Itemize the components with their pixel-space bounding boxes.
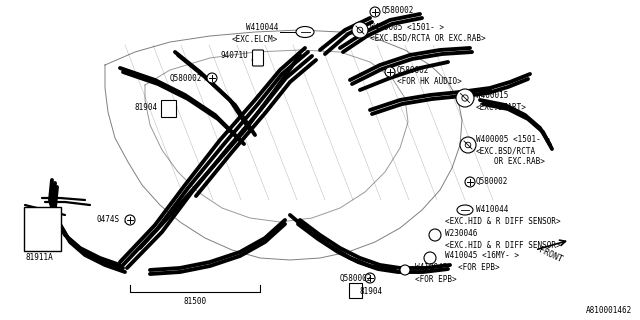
FancyBboxPatch shape	[161, 100, 175, 116]
Text: 81500: 81500	[184, 298, 207, 307]
Text: <EXC.BSD/RCTA OR EXC.RAB>: <EXC.BSD/RCTA OR EXC.RAB>	[370, 34, 486, 43]
Text: <EXC.HID & R DIFF SENSOR>: <EXC.HID & R DIFF SENSOR>	[445, 241, 561, 250]
Circle shape	[385, 67, 395, 77]
FancyBboxPatch shape	[349, 283, 362, 298]
FancyBboxPatch shape	[253, 50, 264, 66]
Text: OR EXC.RAB>: OR EXC.RAB>	[494, 157, 545, 166]
Text: A810001462: A810001462	[586, 306, 632, 315]
Text: 0474S: 0474S	[97, 215, 120, 225]
Text: <EXC.ELCM>: <EXC.ELCM>	[232, 35, 278, 44]
Text: <EXC.SMART>: <EXC.SMART>	[476, 102, 527, 111]
Text: 81904: 81904	[135, 103, 158, 113]
Text: Q580002: Q580002	[170, 74, 202, 83]
Text: Q580002: Q580002	[476, 177, 508, 186]
Text: W410044: W410044	[476, 204, 508, 213]
Text: W410045: W410045	[415, 263, 447, 273]
Circle shape	[370, 7, 380, 17]
Text: <EXC.HID & R DIFF SENSOR>: <EXC.HID & R DIFF SENSOR>	[445, 217, 561, 226]
Circle shape	[352, 22, 368, 38]
Circle shape	[357, 27, 363, 33]
Text: 81904: 81904	[360, 287, 383, 297]
Ellipse shape	[457, 205, 473, 215]
Ellipse shape	[296, 27, 314, 37]
Circle shape	[400, 265, 410, 275]
Text: Q580002: Q580002	[397, 66, 429, 75]
Circle shape	[462, 95, 468, 101]
Text: 94071U: 94071U	[220, 52, 248, 60]
Circle shape	[424, 252, 436, 264]
FancyBboxPatch shape	[24, 207, 61, 251]
Circle shape	[125, 215, 135, 225]
Text: <FOR HK AUDIO>: <FOR HK AUDIO>	[397, 76, 461, 85]
Circle shape	[456, 89, 474, 107]
Text: W410045 <16MY- >: W410045 <16MY- >	[445, 252, 519, 260]
Circle shape	[429, 229, 441, 241]
Circle shape	[465, 142, 471, 148]
Circle shape	[365, 273, 375, 283]
Text: <EXC.BSD/RCTA: <EXC.BSD/RCTA	[476, 147, 536, 156]
Text: 81911A: 81911A	[26, 253, 54, 262]
Text: W230046: W230046	[445, 229, 477, 238]
Text: Q580002: Q580002	[340, 274, 372, 283]
Circle shape	[460, 137, 476, 153]
Circle shape	[207, 73, 217, 83]
Text: W400005 <1501- >: W400005 <1501- >	[476, 135, 550, 145]
Text: W400015: W400015	[476, 92, 508, 100]
Text: W400005 <1501- >: W400005 <1501- >	[370, 22, 444, 31]
Text: FRONT: FRONT	[537, 245, 563, 264]
Circle shape	[465, 177, 475, 187]
Text: <FOR EPB>: <FOR EPB>	[415, 275, 456, 284]
Text: W410044: W410044	[246, 23, 278, 33]
Text: Q580002: Q580002	[382, 5, 414, 14]
Text: <FOR EPB>: <FOR EPB>	[458, 262, 500, 271]
